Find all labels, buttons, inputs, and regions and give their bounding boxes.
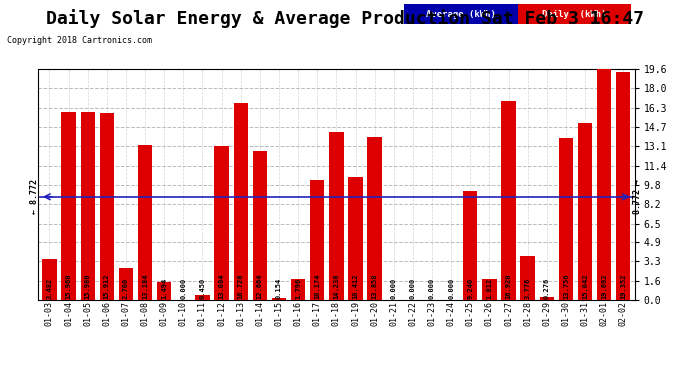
Text: 0.000: 0.000 [429,278,435,299]
Bar [310,180,324,300]
Text: 10.174: 10.174 [314,273,320,299]
Text: 1.494: 1.494 [161,278,167,299]
Text: 19.692: 19.692 [601,273,607,299]
Bar [119,268,133,300]
Bar [520,256,535,300]
Text: 15.980: 15.980 [85,273,90,299]
Text: 13.756: 13.756 [563,273,569,299]
Text: Average (kWh): Average (kWh) [426,10,495,18]
Bar [540,297,554,300]
Bar [195,295,210,300]
Bar [81,112,95,300]
Bar [291,279,305,300]
Text: 15.960: 15.960 [66,273,72,299]
Text: 19.352: 19.352 [620,273,627,299]
Bar [329,132,344,300]
Text: Daily Solar Energy & Average Production Sat Feb 3 16:47: Daily Solar Energy & Average Production … [46,9,644,28]
Text: 2.700: 2.700 [123,278,129,299]
Bar [348,177,363,300]
Text: 8.772 →: 8.772 → [633,179,642,214]
Text: 10.412: 10.412 [353,273,359,299]
Text: Daily  (kWh): Daily (kWh) [542,10,607,18]
Text: 1.796: 1.796 [295,278,301,299]
Bar [215,146,229,300]
Text: 3.482: 3.482 [46,278,52,299]
Text: 0.000: 0.000 [448,278,454,299]
Bar [138,145,152,300]
Bar [368,137,382,300]
Text: 0.000: 0.000 [391,278,397,299]
Text: 9.240: 9.240 [467,278,473,299]
Text: 0.276: 0.276 [544,278,550,299]
Bar [157,282,171,300]
Text: 0.154: 0.154 [276,278,282,299]
Text: 3.776: 3.776 [524,278,531,299]
Text: 12.664: 12.664 [257,273,263,299]
Bar [482,279,497,300]
Bar [616,72,631,300]
Bar [99,113,114,300]
Text: 14.238: 14.238 [333,273,339,299]
Text: ← 8.772: ← 8.772 [30,179,39,214]
Text: 16.728: 16.728 [238,273,244,299]
Text: 1.812: 1.812 [486,278,493,299]
Bar [272,298,286,300]
Text: 13.084: 13.084 [219,273,225,299]
Text: 0.000: 0.000 [180,278,186,299]
Text: Copyright 2018 Cartronics.com: Copyright 2018 Cartronics.com [7,36,152,45]
Text: 15.912: 15.912 [104,273,110,299]
Bar [253,151,267,300]
Bar [578,123,592,300]
Bar [597,68,611,300]
Bar [233,103,248,300]
Bar [61,112,76,300]
Text: 13.184: 13.184 [142,273,148,299]
Text: 16.920: 16.920 [506,273,511,299]
Text: 15.042: 15.042 [582,273,588,299]
Text: 13.858: 13.858 [372,273,377,299]
Bar [502,101,515,300]
Bar [42,259,57,300]
Bar [559,138,573,300]
Text: 0.000: 0.000 [410,278,416,299]
Bar [463,191,477,300]
Text: 0.450: 0.450 [199,278,206,299]
